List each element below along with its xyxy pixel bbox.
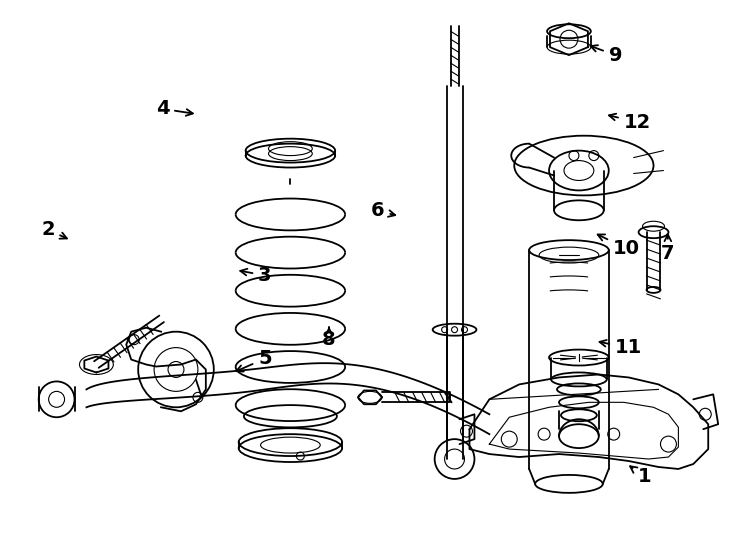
- Text: 6: 6: [371, 201, 395, 220]
- Text: 4: 4: [156, 99, 193, 118]
- Text: 2: 2: [41, 220, 67, 239]
- Text: 7: 7: [661, 234, 675, 264]
- Text: 5: 5: [236, 349, 272, 372]
- Text: 8: 8: [322, 327, 336, 349]
- Text: 9: 9: [591, 45, 622, 65]
- Text: 3: 3: [240, 266, 272, 285]
- Text: 1: 1: [630, 466, 651, 487]
- Text: 12: 12: [609, 113, 651, 132]
- Text: 11: 11: [600, 339, 642, 357]
- Text: 10: 10: [597, 234, 640, 258]
